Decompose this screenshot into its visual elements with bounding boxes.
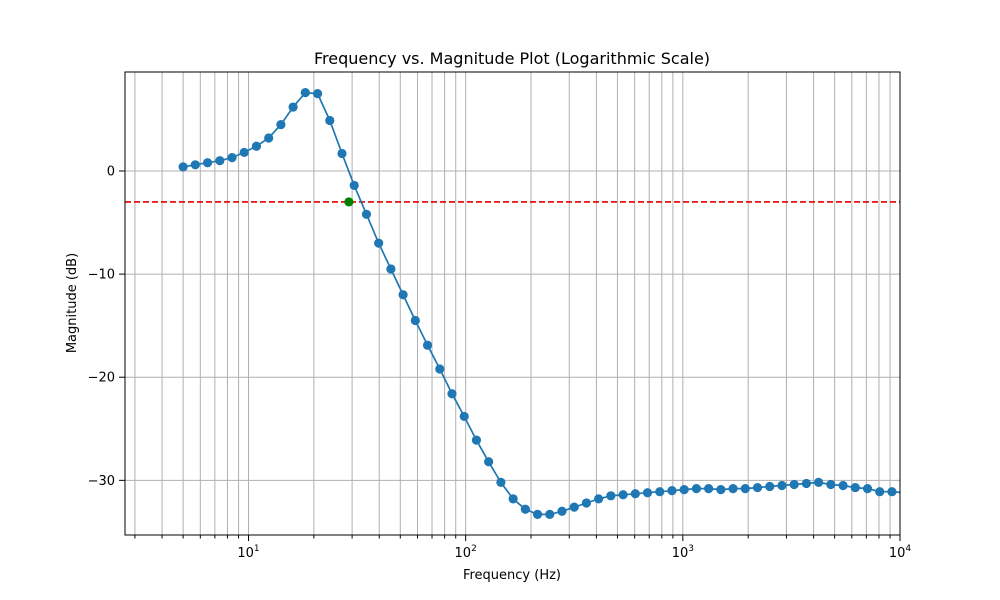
x-axis-ticks: 101 102 103 104 [134,535,912,561]
data-point [862,483,873,494]
data-point [704,483,714,494]
data-point [386,264,396,274]
y-tick-label: −20 [88,371,115,386]
data-point [325,115,335,126]
data-point [288,102,298,112]
data-point [899,490,900,495]
x-axis-label: Frequency (Hz) [463,568,561,583]
data-point [300,88,310,98]
series-clip [178,88,900,519]
data-point [887,487,897,497]
data-point [410,315,420,326]
data-point [508,494,518,504]
data-point [655,487,665,497]
data-point [765,481,775,492]
data-point [349,180,359,191]
data-point [471,435,482,445]
data-point [337,148,347,159]
data-point [777,480,787,491]
data-point [850,482,860,493]
data-point [728,483,738,494]
data-point [312,89,323,99]
data-point [178,162,188,172]
x-tick-label: 103 [672,544,694,561]
grid-lines [125,72,901,535]
data-point [264,133,274,143]
data-point [606,491,616,501]
data-point [496,477,506,488]
data-point [716,485,726,495]
data-point [752,482,763,493]
x-tick-label: 101 [237,544,259,561]
data-point [569,502,579,512]
data-point [679,485,689,495]
data-point [459,411,469,422]
data-point [826,479,836,490]
y-tick-label: −30 [88,474,115,489]
y-axis-ticks: 0 −10 −20 −30 [88,164,125,489]
data-point [557,506,567,516]
data-point [814,477,824,488]
series-group [178,88,900,519]
data-point [215,156,225,166]
data-point [740,483,750,494]
data-point [691,483,702,494]
data-point [532,509,543,519]
data-point [838,480,848,491]
data-point [202,158,213,168]
data-point [545,509,555,519]
y-tick-label: −10 [88,268,115,283]
plot-frame [124,71,901,536]
data-point [875,487,885,497]
data-point [520,504,530,514]
data-point [581,498,592,508]
series-line [182,91,900,516]
data-point [789,479,799,490]
data-point [361,209,372,219]
data-point [276,119,286,130]
data-point [374,238,384,248]
x-tick-label: 104 [889,544,912,561]
data-point [422,340,433,350]
chart-title: Frequency vs. Magnitude Plot (Logarithmi… [314,49,710,68]
crossing-point-group [344,197,354,207]
data-point [594,494,604,504]
data-point [801,478,812,489]
data-point [447,389,457,399]
data-point [239,147,249,158]
y-tick-label: 0 [107,164,115,179]
data-point [667,486,677,496]
data-point [484,457,494,467]
x-tick-label: 102 [455,544,477,561]
data-point [642,488,653,498]
data-point [435,364,445,374]
data-point [251,141,262,151]
data-point [190,160,200,170]
data-point [227,152,237,163]
crossing-point-marker [344,197,354,207]
data-point [630,489,640,499]
data-point [618,490,628,500]
y-axis-label: Magnitude (dB) [65,253,80,353]
data-point [398,290,408,300]
